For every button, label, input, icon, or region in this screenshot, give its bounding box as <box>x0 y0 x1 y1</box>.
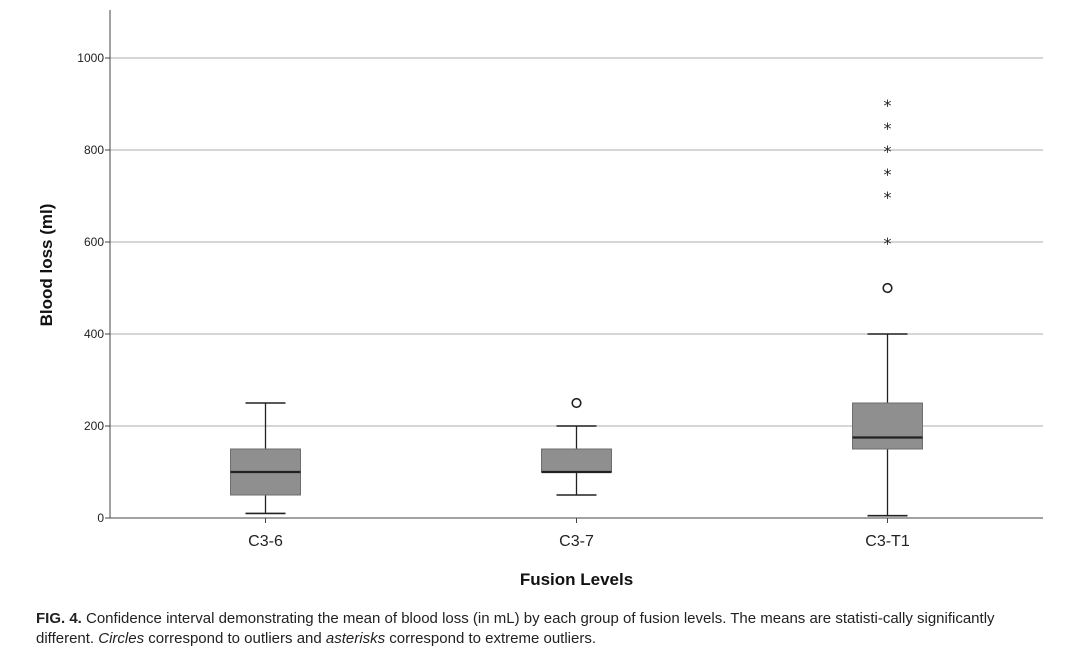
caption-text-1: Confidence interval demonstrating the me… <box>36 610 995 647</box>
extreme-outlier-point: * <box>884 96 892 115</box>
extreme-outlier-point: * <box>884 119 892 138</box>
caption-italic-asterisks: asterisks <box>325 630 386 647</box>
caption-text-3: correspond to extreme outliers. <box>385 630 597 647</box>
extreme-outlier-point: * <box>884 165 892 184</box>
iqr-box <box>852 402 923 450</box>
box-group-C3-6 <box>230 402 301 515</box>
boxes: * * * * * * <box>230 96 923 517</box>
x-tick-label: C3-6 <box>248 533 283 550</box>
extreme-outlier-point: * <box>884 234 892 253</box>
y-axis-title: Blood loss (ml) <box>37 204 56 327</box>
y-axis-ticks: 0 200 400 600 800 1000 <box>77 51 110 525</box>
x-tick-label: C3-7 <box>559 533 594 550</box>
caption-lead: FIG. 4. <box>36 610 82 627</box>
caption-italic-circles: Circles <box>98 630 145 647</box>
x-axis-ticks: C3-6 C3-7 C3-T1 <box>248 518 910 550</box>
figure-caption: FIG. 4. Confidence interval demonstratin… <box>36 609 1046 649</box>
gridlines <box>110 57 1043 427</box>
extreme-outlier-point: * <box>884 142 892 161</box>
outlier-point <box>882 282 893 294</box>
outlier-point <box>571 397 582 409</box>
y-tick-label: 200 <box>84 419 104 433</box>
y-tick-label: 400 <box>84 327 104 341</box>
y-tick-label: 0 <box>97 511 104 525</box>
boxplot-chart: 0 200 400 600 800 1000 * * * * * * C3-6 C3-7 C3-T1 F… <box>37 10 1043 589</box>
y-tick-label: 800 <box>84 143 104 157</box>
caption-text-2: correspond to outliers and <box>144 630 326 647</box>
x-axis-title: Fusion Levels <box>520 570 633 589</box>
iqr-box <box>541 448 612 473</box>
box-group-C3-T1: * * * * * * <box>852 96 923 517</box>
y-tick-label: 600 <box>84 235 104 249</box>
x-tick-label: C3-T1 <box>865 533 910 550</box>
extreme-outlier-point: * <box>884 188 892 207</box>
y-tick-label: 1000 <box>77 51 104 65</box>
box-group-C3-7 <box>541 397 612 496</box>
